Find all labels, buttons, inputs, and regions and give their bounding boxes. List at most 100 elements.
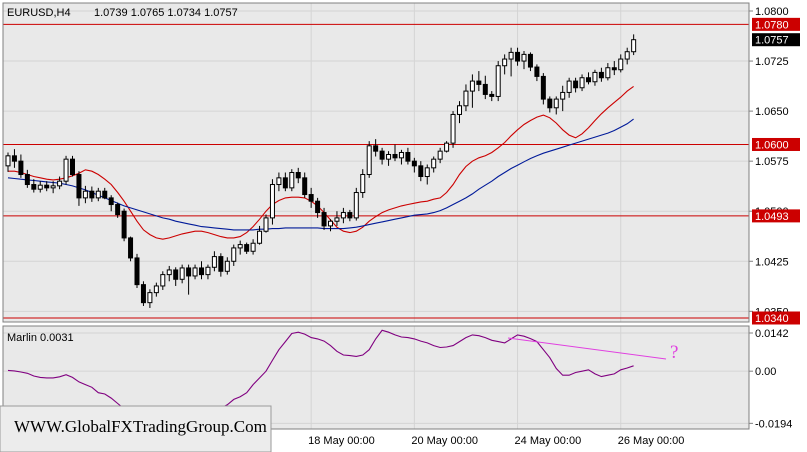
candle-body-bearish <box>173 269 179 280</box>
candle-body-bullish <box>50 185 56 189</box>
candle-body-bearish <box>347 212 353 219</box>
candle <box>11 149 17 168</box>
candle <box>237 240 243 255</box>
oscillator-polyline <box>7 329 634 425</box>
candle-body-bullish <box>276 177 282 186</box>
price-level-badge <box>752 137 800 151</box>
candle <box>334 211 340 226</box>
candle <box>495 61 501 102</box>
candle-body-bearish <box>44 184 50 189</box>
candle-body-bearish <box>244 244 250 252</box>
candle <box>57 176 63 190</box>
candle <box>418 161 424 182</box>
candle <box>102 187 108 200</box>
candle-body-bullish <box>353 192 359 219</box>
candle <box>121 208 127 242</box>
candle-body-bullish <box>334 217 340 222</box>
candle <box>244 242 250 254</box>
candle <box>153 282 159 297</box>
candle-body-bullish <box>63 158 69 182</box>
candle <box>566 77 572 98</box>
candle <box>527 52 533 72</box>
candle <box>534 64 540 82</box>
time-axis: 18 May 00:00 20 May 00:00 24 May 00:00 26 M… <box>308 435 684 447</box>
candle <box>489 91 495 102</box>
candle <box>108 195 114 212</box>
candle <box>321 207 327 230</box>
candle-body-bearish <box>70 158 75 176</box>
candle-body-bullish <box>502 58 508 67</box>
candle <box>398 149 404 165</box>
candle <box>115 202 121 218</box>
candle-body-bearish <box>11 155 17 162</box>
candle-body-bullish <box>386 153 392 160</box>
price-level-label: 1.0493 <box>755 211 789 223</box>
current-price-badge <box>752 33 800 47</box>
candle-body-bullish <box>179 267 185 280</box>
time-tick-label: 20 May 00:00 <box>411 435 478 447</box>
candle-body-bearish <box>199 267 204 276</box>
candle <box>205 264 211 280</box>
candle <box>547 96 553 113</box>
price-tick-label: 1.0575 <box>755 156 789 168</box>
candle <box>289 169 295 192</box>
candle <box>553 96 559 115</box>
candle <box>70 155 75 177</box>
candle-body-bearish <box>586 77 591 83</box>
candle <box>186 264 192 295</box>
current-price-label: 1.0757 <box>755 35 789 47</box>
candle <box>140 281 146 306</box>
price-tick-label: 1.0725 <box>755 56 789 68</box>
main-plot-border <box>2 2 750 323</box>
candle-body-bullish <box>269 184 275 219</box>
candle <box>134 253 140 288</box>
candle <box>315 197 321 218</box>
candle-body-bullish <box>37 184 43 190</box>
candle <box>308 187 314 208</box>
candle-body-bearish <box>302 177 308 196</box>
candle-body-bearish <box>321 212 327 227</box>
candle <box>257 225 263 245</box>
candle-body-bearish <box>134 257 140 286</box>
candle-body-bullish <box>424 167 430 178</box>
price-level-label: 1.0780 <box>755 19 789 31</box>
candle-body-bullish <box>237 244 243 249</box>
candle <box>263 214 269 233</box>
candle <box>95 187 101 202</box>
time-tick-label: 26 May 00:00 <box>618 435 685 447</box>
candles <box>5 34 637 308</box>
candle-body-bullish <box>257 230 263 244</box>
candle-body-bearish <box>89 190 95 199</box>
main-plot-area[interactable] <box>3 3 749 322</box>
candle-body-bearish <box>31 184 37 190</box>
candle <box>250 239 256 255</box>
candle <box>295 167 301 184</box>
candle <box>573 77 579 93</box>
candle <box>173 267 179 286</box>
candle-body-bullish <box>224 260 230 272</box>
price-tick-label: 1.0650 <box>755 106 789 118</box>
candle-body-bearish <box>76 174 82 199</box>
indicator-axis: 0.0142 0.00 -0.0194 <box>749 328 792 430</box>
candle-body-bearish <box>527 53 533 68</box>
candle <box>598 67 604 82</box>
candle <box>37 181 43 193</box>
candle-body-bullish <box>624 51 630 60</box>
candle-body-bullish <box>340 212 346 219</box>
candle-body-bullish <box>437 150 443 160</box>
candle <box>463 84 469 112</box>
ohlc-values: 1.0739 1.0765 1.0734 1.0757 <box>94 7 238 19</box>
price-level-label: 1.0600 <box>755 139 789 151</box>
candle-body-bullish <box>457 105 462 115</box>
candle <box>231 244 237 266</box>
candle <box>128 236 134 262</box>
candle-body-bearish <box>24 174 30 186</box>
candle-body-bullish <box>444 142 450 152</box>
candle <box>482 75 488 100</box>
candle-body-bearish <box>308 194 314 202</box>
candle <box>340 207 346 224</box>
candle <box>515 47 521 66</box>
candle-body-bullish <box>289 172 295 189</box>
price-level-labels: 1.0780 1.0600 1.0493 1.0340 1.0757 <box>752 17 800 325</box>
